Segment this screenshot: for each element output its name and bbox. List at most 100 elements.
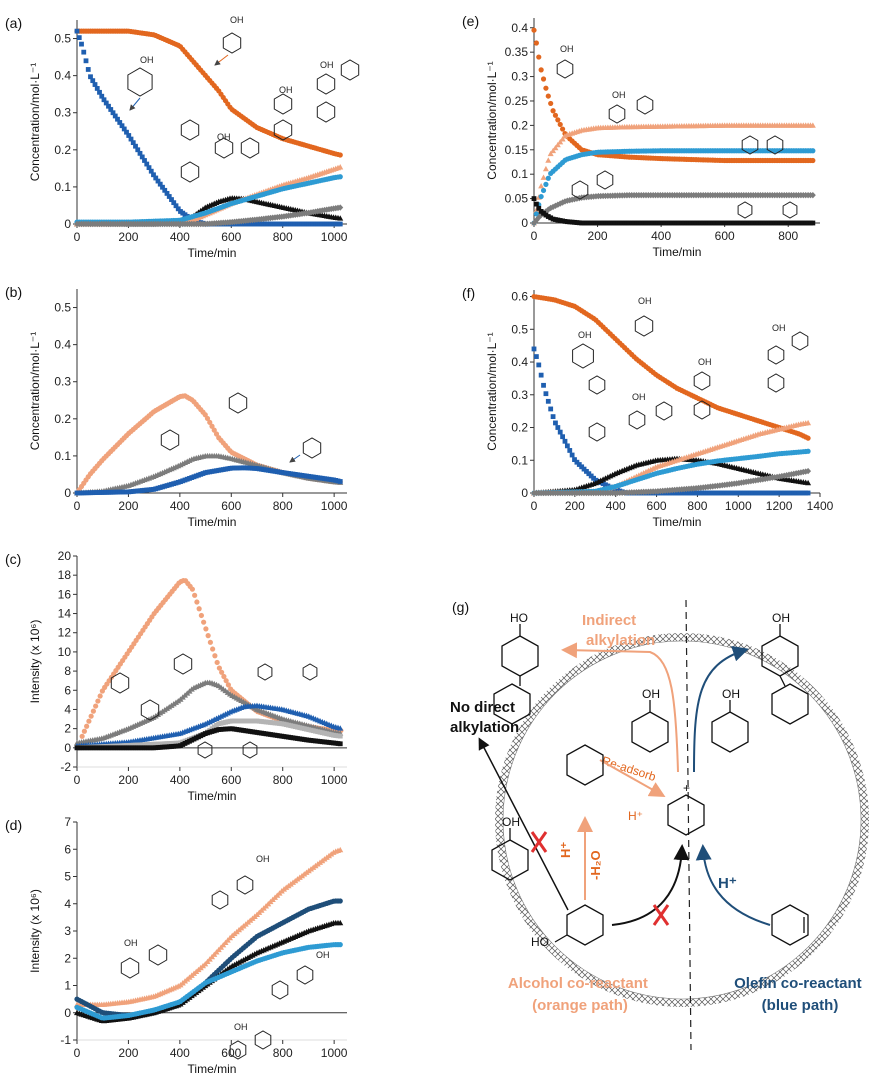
- y-tick-label: 1: [64, 979, 71, 993]
- series-e-1: [531, 122, 816, 226]
- data-point: [533, 211, 539, 217]
- blocked-x-icon: [530, 831, 548, 853]
- data-point: [572, 457, 577, 463]
- x-tick-label: 200: [118, 499, 138, 513]
- data-point: [557, 138, 564, 145]
- phenyl-icon: [242, 741, 258, 759]
- data-point: [541, 382, 546, 388]
- oh-label: OH: [638, 296, 652, 306]
- y-tick-label: 0.4: [54, 69, 71, 83]
- data-point: [545, 398, 551, 404]
- data-point: [337, 215, 344, 221]
- data-point: [555, 117, 561, 123]
- data-point: [144, 161, 150, 167]
- data-point: [538, 182, 545, 189]
- data-point: [137, 150, 143, 156]
- cyclohexyl-icon: [148, 944, 168, 966]
- data-point: [538, 193, 544, 200]
- cyclohexene-ring-icon: [566, 744, 604, 786]
- phenol-icon: [214, 137, 234, 159]
- oh-label: OH: [502, 815, 520, 829]
- data-point: [86, 718, 92, 724]
- cyclohexene-icon: [173, 653, 193, 675]
- readsorb-arrow: [599, 759, 666, 797]
- data-point: [337, 152, 343, 158]
- data-point: [214, 659, 220, 666]
- data-point: [210, 646, 216, 652]
- data-point: [169, 197, 174, 202]
- x-tick-label: 600: [221, 230, 241, 244]
- y-tick-label: 0.1: [511, 167, 528, 181]
- data-point: [337, 919, 344, 926]
- y-tick-label: 14: [58, 607, 72, 621]
- oh-label: OH: [217, 132, 231, 142]
- alcohol-hplus: H⁺: [558, 842, 573, 858]
- molecule-sketches: OH OH OH OH OH OH OH OH OH OH OH OH OH OH OH OH: [110, 15, 809, 1060]
- y-tick-label: 0.05: [505, 192, 529, 206]
- data-point: [162, 187, 168, 193]
- y-tick-label: 0.5: [54, 301, 71, 315]
- data-point: [552, 112, 559, 118]
- y-tick-label: 0: [64, 486, 71, 500]
- cyclohexyl-ether-icon: [588, 375, 606, 395]
- data-point: [135, 147, 141, 153]
- phenol-icon: [767, 345, 785, 365]
- data-point: [533, 354, 539, 359]
- phenol-icon: [634, 315, 654, 337]
- x-tick-label: 800: [273, 499, 293, 513]
- y-axis-label: Concentration/mol·L⁻¹: [28, 63, 42, 181]
- data-point: [175, 206, 181, 212]
- series-e-0: [531, 27, 816, 164]
- data-point: [88, 74, 93, 80]
- data-point: [543, 391, 549, 397]
- series-c-1: [74, 679, 344, 746]
- data-point: [207, 639, 213, 645]
- carbocation-ring-icon: [667, 794, 705, 836]
- cyclohexene-ring-icon: [771, 904, 809, 946]
- data-point: [550, 414, 556, 420]
- readsorb-hplus: H⁺: [628, 809, 643, 823]
- data-point: [97, 89, 102, 95]
- y-tick-label: 0.6: [511, 290, 528, 304]
- data-point: [805, 490, 811, 496]
- phenol-icon: [766, 135, 784, 155]
- series-f-1: [531, 346, 811, 496]
- data-point: [153, 175, 159, 181]
- cyclohexane-ring-icon: [771, 683, 809, 725]
- no-direct-alkylation-label: No direct alkylation: [450, 699, 519, 736]
- series-d-1: [74, 898, 343, 1019]
- olefin-hplus: H⁺: [718, 875, 737, 892]
- x-axis-label: Time/min: [188, 246, 237, 260]
- y-tick-label: 0: [64, 217, 71, 231]
- series-a-1: [74, 28, 343, 227]
- phenol-ring-icon: [631, 711, 669, 753]
- cyclohexanol-ring-icon: [566, 904, 604, 946]
- data-point: [74, 28, 80, 34]
- indirect-arrow: [561, 642, 679, 773]
- y-tick-label: -2: [60, 760, 71, 774]
- data-point: [124, 129, 129, 135]
- cyclohexyl-icon: [767, 373, 785, 393]
- x-tick-label: 200: [565, 499, 585, 513]
- data-point: [203, 626, 209, 632]
- data-point: [805, 448, 811, 454]
- data-point: [545, 157, 552, 163]
- divider-line: [685, 599, 692, 1051]
- y-tick-label: 10: [58, 645, 72, 659]
- zeolite-pore-inner: [502, 640, 862, 1000]
- x-tick-label: 400: [170, 499, 190, 513]
- y-tick-label: 0.3: [511, 388, 528, 402]
- data-point: [337, 942, 343, 948]
- oh-label: OH: [234, 1022, 248, 1032]
- oh-label: OH: [772, 323, 786, 333]
- oh-label: OH: [698, 357, 712, 367]
- data-point: [85, 67, 91, 72]
- data-point: [562, 438, 568, 444]
- data-point: [550, 108, 556, 114]
- data-point: [547, 150, 554, 157]
- carbocation-plus: +: [683, 781, 690, 795]
- x-axis-label: Time/min: [188, 1062, 237, 1076]
- cyclohexyl-icon: [636, 95, 654, 115]
- data-point: [805, 479, 812, 486]
- data-point: [166, 194, 172, 199]
